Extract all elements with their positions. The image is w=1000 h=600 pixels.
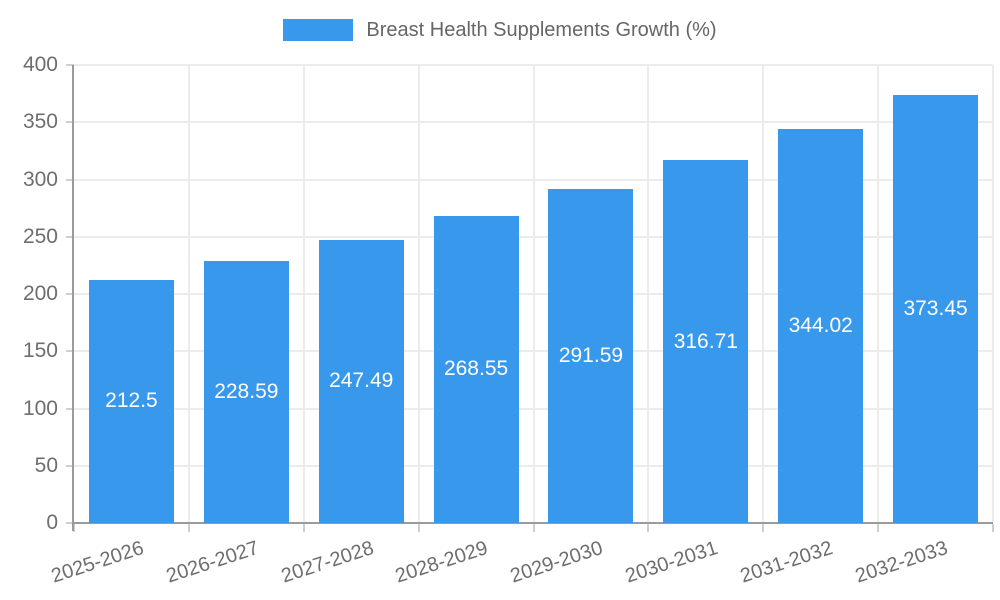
x-gridline <box>877 65 880 523</box>
y-tick-label: 200 <box>22 282 58 305</box>
bar-value-label: 247.49 <box>329 369 394 393</box>
y-tick-label: 300 <box>22 167 58 191</box>
x-tick-label: 2031-2032 <box>737 537 836 588</box>
x-axis-line <box>74 522 993 524</box>
legend-swatch <box>283 19 354 41</box>
y-tick-label: 400 <box>22 53 58 76</box>
bar[interactable] <box>318 239 404 523</box>
y-tick-label: 100 <box>22 396 58 420</box>
x-tick <box>302 524 305 532</box>
x-gridline <box>647 65 650 523</box>
x-tick <box>187 524 190 532</box>
bar-value-label: 291.59 <box>558 344 624 368</box>
x-tick <box>762 524 765 532</box>
x-gridline <box>992 65 994 523</box>
x-tick <box>73 524 75 532</box>
x-gridline <box>302 65 305 523</box>
legend[interactable]: Breast Health Supplements Growth (%) <box>0 17 1000 43</box>
bar-value-label: 344.02 <box>788 314 853 338</box>
x-tick <box>532 524 535 532</box>
bar-value-label: 212.5 <box>105 389 158 413</box>
bar[interactable] <box>893 95 979 523</box>
y-tick <box>66 522 74 524</box>
y-tick <box>66 293 74 295</box>
x-gridline <box>532 65 535 523</box>
x-tick-label: 2030-2031 <box>622 537 721 588</box>
y-tick <box>66 178 74 181</box>
y-tick <box>66 121 74 124</box>
y-tick <box>66 64 74 66</box>
x-gridline <box>417 65 420 523</box>
bar[interactable] <box>433 215 519 523</box>
y-tick <box>66 407 74 410</box>
y-tick <box>66 464 74 467</box>
x-tick-label: 2032-2033 <box>852 537 951 588</box>
bar[interactable] <box>88 279 174 523</box>
y-tick-label: 50 <box>34 453 58 477</box>
y-tick <box>66 350 74 353</box>
y-tick-label: 350 <box>22 110 58 134</box>
x-tick <box>877 524 880 532</box>
x-gridline <box>187 65 190 523</box>
legend-label: Breast Health Supplements Growth (%) <box>366 19 717 41</box>
bar[interactable] <box>778 129 864 523</box>
x-tick-label: 2027-2028 <box>278 537 376 588</box>
y-tick-label: 150 <box>22 339 58 363</box>
bar-value-label: 228.59 <box>214 380 279 404</box>
bar-value-label: 316.71 <box>673 329 738 353</box>
bar[interactable] <box>203 261 289 523</box>
x-tick <box>992 524 994 532</box>
y-tick-label: 250 <box>22 224 58 248</box>
y-tick <box>66 235 74 238</box>
x-tick-label: 2025-2026 <box>48 537 147 588</box>
bar[interactable] <box>663 160 749 523</box>
x-tick-label: 2028-2029 <box>393 537 491 588</box>
bar-value-label: 268.55 <box>443 357 509 381</box>
y-axis-line <box>72 65 74 531</box>
y-tick-label: 0 <box>46 511 58 534</box>
x-tick <box>417 524 420 532</box>
x-tick-label: 2026-2027 <box>163 537 262 588</box>
bar-value-label: 373.45 <box>903 297 968 321</box>
x-tick-label: 2029-2030 <box>507 537 606 588</box>
x-tick <box>647 524 650 532</box>
bar[interactable] <box>548 189 634 523</box>
x-gridline <box>762 65 765 523</box>
